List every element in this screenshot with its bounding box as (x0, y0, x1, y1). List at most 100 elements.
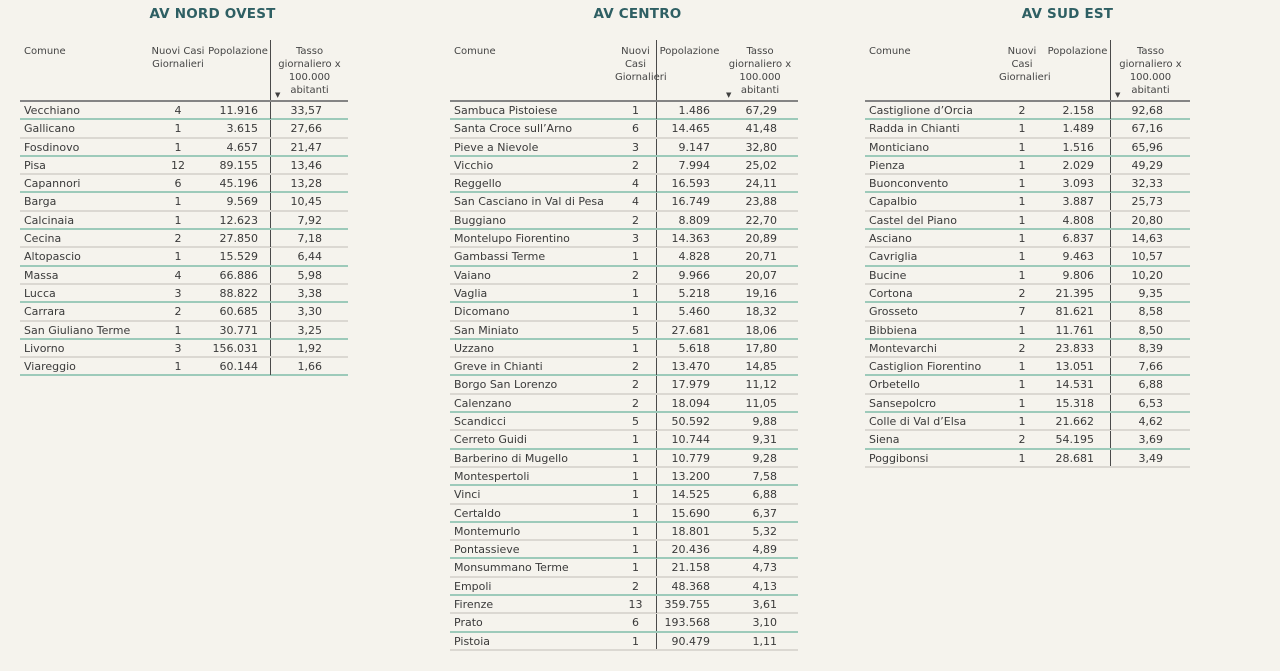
popolazione-cell: 6.837 (1062, 232, 1095, 246)
nuovi-casi-cell: 1 (1018, 158, 1026, 172)
nuovi-casi-cell: 2 (632, 158, 639, 172)
popolazione-cell: 54.195 (1055, 433, 1095, 447)
popolazione-cell: 15.690 (656, 504, 722, 522)
column-header-popolazione[interactable]: Popolazione (656, 40, 722, 100)
table-row: Monsummano Terme 1 21.158 4,73 (450, 559, 798, 578)
table-row: Castiglione d’Orcia 2 2.158 92,68 (865, 102, 1190, 121)
comune-cell: Pisa (24, 158, 46, 172)
table-row: San Miniato 5 27.681 18,06 (450, 321, 798, 340)
tasso-cell: 33,57 (270, 102, 348, 119)
column-header-comune[interactable]: Comune (869, 46, 911, 57)
nuovi-casi-cell: 1 (632, 469, 639, 483)
column-header-tasso-label: Tasso giornaliero x 100.000 abitanti (728, 46, 792, 96)
comune-cell: Monticiano (869, 140, 930, 154)
comune-cell: San Giuliano Terme (24, 323, 131, 337)
column-header-popolazione[interactable]: Popolazione (1047, 46, 1108, 57)
tasso-cell: 11,05 (745, 396, 778, 410)
popolazione-cell: 11.761 (1055, 323, 1095, 337)
nuovi-casi-cell: 2 (174, 305, 182, 319)
popolazione-cell: 90.479 (656, 632, 722, 650)
tasso-cell: 6,88 (1110, 376, 1190, 393)
popolazione-cell: 27.681 (656, 321, 722, 339)
sort-descending-icon[interactable]: ▼ (275, 91, 281, 99)
tasso-cell: 7,66 (1110, 358, 1190, 375)
tasso-cell: 3,25 (270, 321, 348, 339)
tasso-cell: 6,37 (752, 506, 778, 520)
comune-cell: Buggiano (454, 213, 506, 227)
popolazione-cell: 3.093 (1062, 177, 1095, 191)
tasso-cell: 18,32 (745, 305, 778, 319)
nuovi-casi-cell: 1 (1018, 451, 1026, 465)
column-header-comune[interactable]: Comune (24, 46, 66, 57)
column-header-tasso[interactable]: Tasso giornaliero x 100.000 abitanti ▼ (1110, 40, 1190, 100)
tasso-cell: 9,35 (1110, 284, 1190, 302)
tasso-cell: 10,20 (1110, 266, 1190, 284)
popolazione-cell: 9.806 (1062, 268, 1095, 282)
comune-cell: Massa (24, 268, 59, 282)
table-row: Vaiano 2 9.966 20,07 (450, 266, 798, 285)
comune-cell: Montespertoli (454, 469, 530, 483)
table-row: Altopascio 1 15.529 6,44 (20, 248, 348, 267)
nuovi-casi-cell: 2 (632, 360, 639, 374)
nuovi-casi-cell: 1 (632, 488, 639, 502)
table-row: Orbetello 1 14.531 6,88 (865, 376, 1190, 395)
column-header-nuovi-casi[interactable]: Nuovi Casi Giornalieri (151, 46, 205, 70)
nuovi-casi-cell: 2 (632, 268, 639, 282)
table-row: Siena 2 54.195 3,69 (865, 431, 1190, 450)
tasso-cell: 3,38 (270, 284, 348, 302)
table-row: San Giuliano Terme 1 30.771 3,25 (20, 321, 348, 340)
nuovi-casi-cell: 2 (1018, 104, 1026, 117)
column-header-tasso[interactable]: Tasso giornaliero x 100.000 abitanti ▼ (722, 40, 798, 100)
tasso-cell: 5,32 (752, 524, 778, 538)
popolazione-cell: 12.623 (219, 213, 259, 227)
tasso-cell: 7,58 (752, 469, 778, 483)
tasso-cell: 10,57 (1110, 248, 1190, 265)
table-row: Calcinaia 1 12.623 7,92 (20, 211, 348, 231)
table-row: Cerreto Guidi 1 10.744 9,31 (450, 431, 798, 450)
comune-cell: Vaiano (454, 268, 491, 282)
comune-cell: Lucca (24, 286, 56, 300)
nuovi-casi-cell: 4 (174, 104, 182, 117)
tasso-cell: 20,89 (745, 232, 778, 246)
nuovi-casi-cell: 1 (632, 286, 639, 300)
comune-cell: Bibbiena (869, 323, 918, 337)
comune-cell: Calenzano (454, 396, 512, 410)
column-header-popolazione[interactable]: Popolazione (208, 46, 268, 57)
tasso-cell: 8,39 (1110, 339, 1190, 357)
column-header-nuovi-casi[interactable]: Nuovi Casi Giornalieri (615, 46, 667, 83)
popolazione-cell: 1.486 (656, 102, 722, 119)
table-row: Radda in Chianti 1 1.489 67,16 (865, 120, 1190, 139)
popolazione-cell: 4.808 (1062, 213, 1095, 227)
popolazione-cell: 1.489 (1062, 122, 1095, 136)
popolazione-cell: 359.755 (656, 596, 722, 613)
comune-cell: Pontassieve (454, 543, 520, 557)
column-header-nuovi-casi[interactable]: Nuovi Casi Giornalieri (999, 46, 1051, 83)
table-row: Grosseto 7 81.621 8,58 (865, 303, 1190, 322)
comune-cell: Altopascio (24, 250, 81, 264)
table-row: San Casciano in Val di Pesa 4 16.749 23,88 (450, 193, 798, 212)
comune-cell: Grosseto (869, 305, 918, 319)
popolazione-cell: 21.395 (1055, 286, 1095, 300)
popolazione-cell: 15.318 (1055, 396, 1095, 410)
table-body: Castiglione d’Orcia 2 2.158 92,68 Radda in C… (865, 102, 1190, 468)
tasso-cell: 7,18 (270, 230, 348, 247)
column-header-comune[interactable]: Comune (454, 46, 496, 57)
tasso-cell: 25,02 (745, 158, 778, 172)
sort-descending-icon[interactable]: ▼ (726, 91, 732, 99)
popolazione-cell: 13.470 (656, 358, 722, 375)
comune-cell: Reggello (454, 177, 502, 191)
table-row: Certaldo 1 15.690 6,37 (450, 504, 798, 523)
tasso-cell: 6,53 (1110, 394, 1190, 412)
table-av-centro: AV CENTRO Comune Nuovi Casi Giornalieri … (425, 0, 850, 651)
sort-descending-icon[interactable]: ▼ (1115, 91, 1121, 99)
nuovi-casi-cell: 1 (174, 195, 182, 209)
nuovi-casi-cell: 1 (1018, 396, 1026, 410)
comune-cell: Cortona (869, 286, 913, 300)
nuovi-casi-cell: 4 (632, 177, 639, 191)
column-header-tasso[interactable]: Tasso giornaliero x 100.000 abitanti ▼ (270, 40, 348, 100)
column-header-tasso-label: Tasso giornaliero x 100.000 abitanti (278, 46, 341, 96)
comune-cell: Pistoia (454, 634, 491, 648)
tasso-cell: 1,66 (270, 358, 348, 375)
comune-cell: Barga (24, 195, 57, 209)
tasso-cell: 32,33 (1110, 175, 1190, 192)
